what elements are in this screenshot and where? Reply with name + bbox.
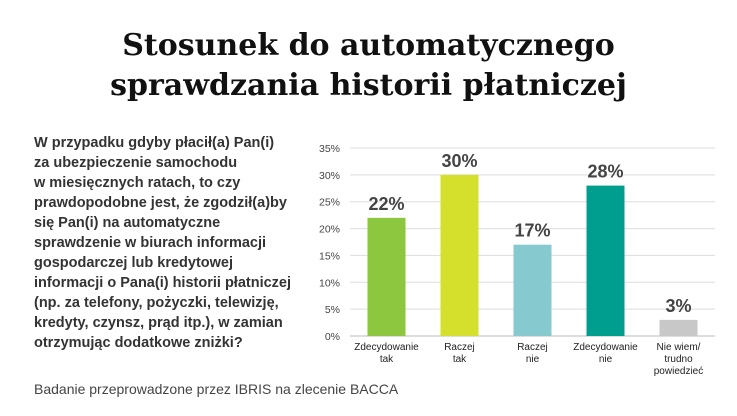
y-tick-label: 20% [319,224,340,236]
x-tick-label: Raczej tak [444,342,475,365]
data-label: 30% [441,151,477,171]
x-tick-label: Zdecydowanie nie [573,342,638,365]
bar [367,217,406,336]
y-tick-label: 10% [319,277,340,289]
data-label: 3% [665,296,691,316]
y-tick-label: 5% [325,304,340,316]
source-note: Badanie przeprowadzone przez IBRIS na zl… [34,381,399,397]
chart-title: Stosunek do automatycznego sprawdzania h… [0,26,737,106]
y-tick-label: 35% [319,143,340,155]
x-tick-label: Raczej nie [517,342,548,365]
bar [513,244,552,336]
title-line-1: Stosunek do automatycznego [122,28,615,63]
title-line-2: sprawdzania historii płatniczej [110,68,627,103]
y-tick-label: 25% [319,197,340,209]
y-tick-label: 0% [325,331,340,343]
bar [586,185,625,336]
survey-question: W przypadku gdyby płacił(a) Pan(i) za ub… [34,135,292,351]
x-tick-label: Zdecydowanie tak [354,342,419,365]
data-label: 22% [368,194,404,214]
data-label: 28% [587,162,623,182]
data-label: 17% [514,221,550,241]
y-tick-label: 30% [319,170,340,182]
x-tick-label: Nie wiem/trudno powiedzieć [654,342,703,377]
y-tick-label: 15% [319,250,340,262]
bar [440,174,479,336]
bar [659,319,698,336]
